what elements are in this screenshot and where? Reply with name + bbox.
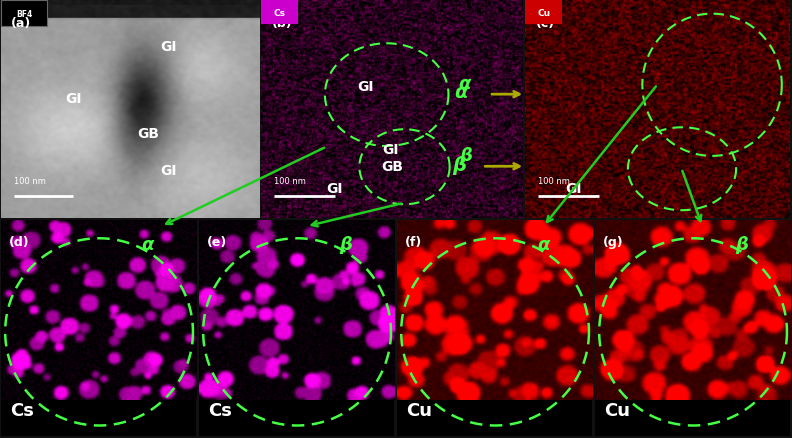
Text: Cs: Cs — [208, 401, 232, 419]
Text: Cu: Cu — [406, 401, 432, 419]
FancyBboxPatch shape — [261, 1, 298, 25]
Text: GI: GI — [65, 92, 82, 106]
Text: GI: GI — [327, 181, 343, 195]
Text: GI: GI — [160, 40, 177, 54]
Text: GI: GI — [565, 181, 581, 195]
Text: (b): (b) — [272, 17, 292, 29]
Text: GB: GB — [381, 159, 403, 173]
Text: (g): (g) — [603, 235, 623, 248]
Text: β: β — [459, 147, 472, 165]
Text: BF4: BF4 — [16, 10, 32, 19]
Text: (c): (c) — [535, 17, 555, 29]
Text: α: α — [459, 75, 470, 93]
Text: β: β — [453, 155, 466, 174]
Text: GI: GI — [357, 80, 374, 94]
Text: (e): (e) — [207, 235, 227, 248]
Text: (f): (f) — [405, 235, 422, 248]
FancyBboxPatch shape — [525, 1, 562, 25]
Text: GI: GI — [160, 164, 177, 178]
Text: Cs: Cs — [274, 9, 286, 18]
Text: Cu: Cu — [537, 9, 550, 18]
Text: α: α — [142, 235, 154, 253]
Text: β: β — [736, 235, 748, 253]
Text: GB: GB — [137, 127, 159, 141]
Text: 100 nm: 100 nm — [275, 177, 307, 185]
Text: α: α — [538, 235, 550, 253]
Text: 100 nm: 100 nm — [539, 177, 570, 185]
Text: Cs: Cs — [10, 401, 34, 419]
Text: GI: GI — [383, 143, 399, 157]
Text: α: α — [454, 83, 467, 102]
Text: β: β — [340, 235, 352, 253]
FancyBboxPatch shape — [1, 1, 48, 27]
Text: Cu: Cu — [604, 401, 630, 419]
Text: (a): (a) — [11, 17, 32, 29]
Text: 100 nm: 100 nm — [13, 177, 46, 185]
Text: (d): (d) — [9, 235, 29, 248]
